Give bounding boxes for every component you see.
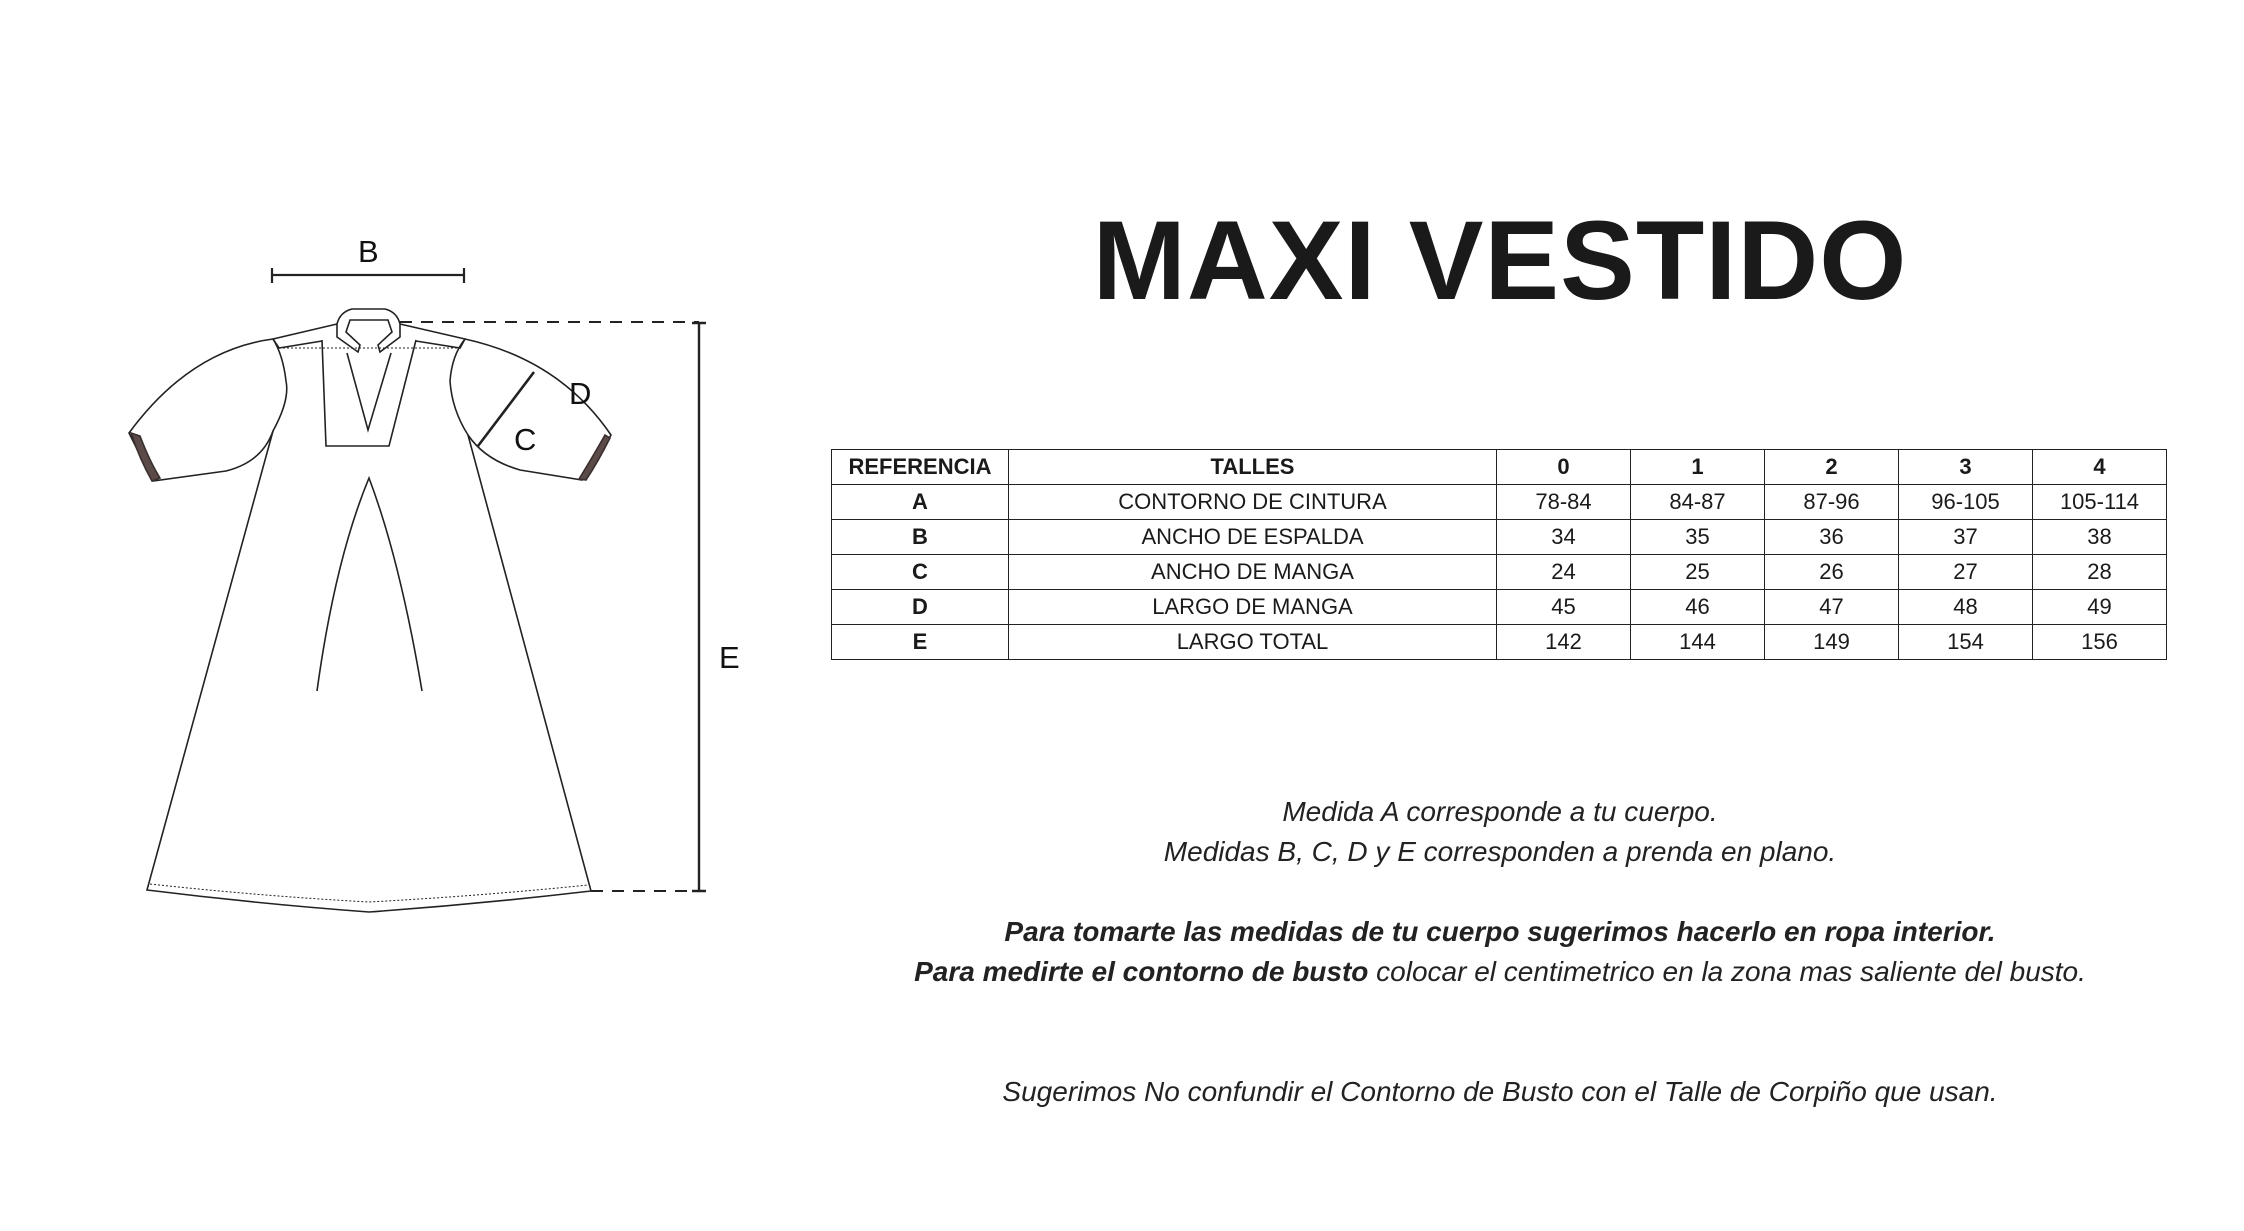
cell: 105-114 [2032, 484, 2167, 520]
table-row: A CONTORNO DE CINTURA 78-84 84-87 87-96 … [831, 484, 2167, 520]
cell: 48 [1898, 589, 2033, 625]
cell: 27 [1898, 554, 2033, 590]
cell: 28 [2032, 554, 2167, 590]
table-row: B ANCHO DE ESPALDA 34 35 36 37 38 [831, 519, 2167, 555]
note-4-rest: colocar el centimetrico en la zona mas s… [1368, 956, 2086, 987]
row-name: CONTORNO DE CINTURA [1008, 484, 1497, 520]
table-header-row: REFERENCIA TALLES 0 1 2 3 4 [831, 449, 2167, 485]
cell: 47 [1764, 589, 1899, 625]
cell: 37 [1898, 519, 2033, 555]
cell: 46 [1630, 589, 1765, 625]
right-sleeve [449, 338, 612, 481]
note-5: Sugerimos No confundir el Contorno de Bu… [1002, 1076, 1998, 1107]
row-ref: C [831, 554, 1009, 590]
cell: 25 [1630, 554, 1765, 590]
right-cuff [577, 433, 612, 481]
note-2: Medidas B, C, D y E corresponden a prend… [1163, 836, 1837, 867]
note-4-bold: Para medirte el contorno de busto [914, 956, 1369, 987]
dress-body [145, 430, 593, 913]
yoke [271, 323, 467, 349]
cell: 84-87 [1630, 484, 1765, 520]
header-size: 2 [1764, 449, 1899, 485]
cell: 45 [1496, 589, 1631, 625]
row-ref: E [831, 624, 1009, 660]
cell: 49 [2032, 589, 2167, 625]
row-ref: B [831, 519, 1009, 555]
collar [336, 308, 401, 354]
page-title: MAXI VESTIDO [1092, 198, 1908, 323]
header-referencia: REFERENCIA [831, 449, 1009, 485]
label-d: D [569, 376, 591, 411]
cell: 24 [1496, 554, 1631, 590]
header-size: 4 [2032, 449, 2167, 485]
table-row: E LARGO TOTAL 142 144 149 154 156 [831, 624, 2167, 660]
label-b: B [358, 234, 379, 269]
cell: 96-105 [1898, 484, 2033, 520]
cell: 34 [1496, 519, 1631, 555]
cell: 149 [1764, 624, 1899, 660]
row-name: LARGO TOTAL [1008, 624, 1497, 660]
left-sleeve [128, 338, 288, 482]
center-pleat [316, 475, 423, 692]
left-cuff [129, 431, 162, 482]
size-table: REFERENCIA TALLES 0 1 2 3 4 A CONTORNO D… [831, 449, 2167, 660]
row-name: ANCHO DE MANGA [1008, 554, 1497, 590]
header-size: 3 [1898, 449, 2033, 485]
header-talles: TALLES [1008, 449, 1497, 485]
measure-b-line [270, 268, 466, 283]
note-1: Medida A corresponde a tu cuerpo. [1282, 796, 1718, 827]
cell: 38 [2032, 519, 2167, 555]
cell: 144 [1630, 624, 1765, 660]
dashed-guides [400, 321, 699, 892]
cell: 78-84 [1496, 484, 1631, 520]
label-c: C [514, 422, 536, 457]
cell: 35 [1630, 519, 1765, 555]
note-3: Para tomarte las medidas de tu cuerpo su… [1004, 916, 1996, 947]
note-4: Para medirte el contorno de busto coloca… [700, 952, 2244, 992]
header-size: 0 [1496, 449, 1631, 485]
row-ref: A [831, 484, 1009, 520]
cell: 87-96 [1764, 484, 1899, 520]
cell: 154 [1898, 624, 2033, 660]
label-e: E [719, 640, 740, 675]
cell: 36 [1764, 519, 1899, 555]
cell: 26 [1764, 554, 1899, 590]
cell: 142 [1496, 624, 1631, 660]
table-row: D LARGO DE MANGA 45 46 47 48 49 [831, 589, 2167, 625]
row-name: LARGO DE MANGA [1008, 589, 1497, 625]
cell: 156 [2032, 624, 2167, 660]
measure-c-line [476, 371, 536, 447]
dress-diagram: B C D E [128, 234, 740, 913]
row-name: ANCHO DE ESPALDA [1008, 519, 1497, 555]
neckline [321, 339, 417, 447]
table-row: C ANCHO DE MANGA 24 25 26 27 28 [831, 554, 2167, 590]
header-size: 1 [1630, 449, 1765, 485]
row-ref: D [831, 589, 1009, 625]
